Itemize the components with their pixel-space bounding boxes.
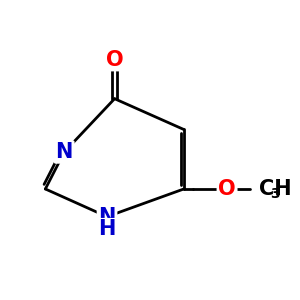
Text: N: N (56, 142, 73, 162)
Text: CH: CH (259, 179, 292, 199)
Text: N: N (98, 207, 116, 227)
Text: H: H (98, 219, 116, 239)
Text: 3: 3 (270, 187, 279, 201)
Text: O: O (106, 50, 123, 70)
Text: O: O (218, 179, 236, 199)
